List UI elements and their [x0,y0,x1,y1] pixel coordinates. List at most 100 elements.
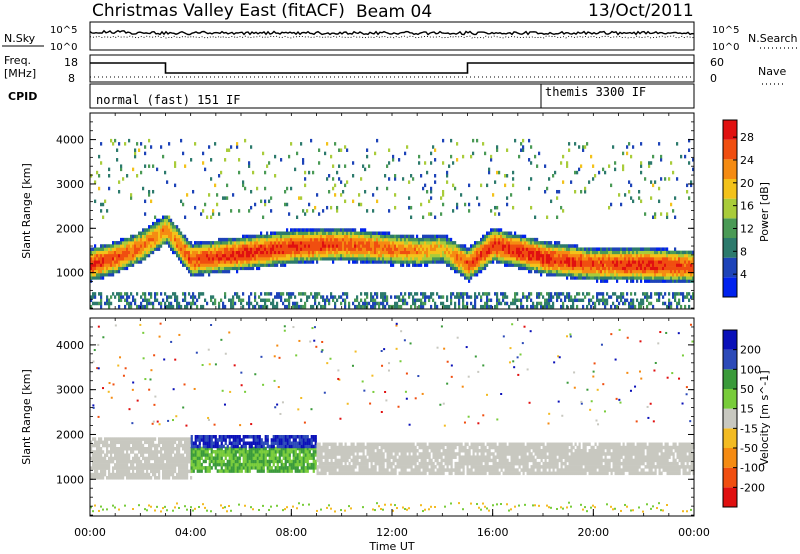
power-cell [254,295,257,299]
power-cell [478,247,481,251]
power-cell [550,247,553,251]
velocity-cell [114,463,117,467]
velocity-cell [126,443,129,448]
power-cell [632,269,635,274]
power-cell [684,269,687,274]
power-cell [580,298,583,303]
velocity-cell [124,456,127,461]
power-cell [362,234,365,239]
velocity-cell [100,472,103,477]
power-cell [614,253,617,258]
power-cell [622,272,625,277]
power-cell [654,253,657,258]
power-cell [558,272,561,277]
power-cell [648,253,651,258]
power-cell [144,247,147,251]
power-cell [506,263,509,267]
power-cell [130,234,133,239]
velocity-cell [114,456,117,461]
power-cell [212,301,215,306]
power-cell [532,263,535,267]
power-cell [178,231,181,235]
velocity-cell [178,437,181,441]
power-cell [276,234,279,239]
power-cell [490,257,493,261]
power-cell [142,234,145,239]
power-cell [98,186,101,191]
power-cell [550,292,553,296]
power-cell [304,304,307,309]
power-cell [304,250,307,255]
power-cell [304,241,307,245]
power-cell [556,196,559,200]
power-cell [94,257,97,261]
velocity-cell [106,450,109,454]
power-cell [368,234,371,239]
power-cell [230,298,233,303]
power-cell [368,250,371,255]
power-cell [482,250,485,255]
power-cell [460,292,463,296]
power-cell [428,241,431,245]
velocity-cell [172,466,175,470]
power-cell [250,266,253,271]
velocity-cell [146,476,149,480]
power-cell [360,231,363,235]
power-cell [100,257,103,261]
power-cell [234,237,237,242]
power-cell [264,292,267,296]
power-cell [600,250,603,255]
power-cell [388,257,391,261]
velocity-cell [102,443,105,448]
power-cell [238,263,241,267]
power-cell [162,231,165,235]
power-cell [314,231,317,235]
power-cell [414,247,417,251]
power-cell [192,269,195,274]
velocity-cell [170,466,173,470]
power-cell [584,266,587,271]
power-cell [402,263,405,267]
power-cell [690,276,693,280]
power-cell [460,244,463,248]
power-cell [384,241,387,245]
power-cell [424,260,427,264]
power-cell [92,269,95,274]
power-cell [354,250,357,255]
power-cell [562,244,565,248]
power-cell [250,237,253,242]
power-cell [348,250,351,255]
velocity-cell [132,437,135,441]
power-cell [502,234,505,239]
power-cell [640,263,643,267]
power-cell [680,276,683,280]
power-cell [562,253,565,258]
power-cell [310,250,313,255]
power-cell [534,266,537,271]
power-cell [634,260,637,264]
velocity-cell [188,450,191,454]
power-cell [568,295,571,299]
power-cell [204,266,207,271]
power-cell [430,304,433,309]
power-cell [686,292,689,296]
power-cell [688,148,691,152]
power-cell [454,250,457,255]
power-cell [552,266,555,271]
power-cell [596,269,599,274]
power-cell [418,244,421,248]
power-cell [186,260,189,264]
power-cell [252,237,255,242]
power-cell [234,260,237,264]
velocity-cell [96,453,99,457]
power-cell [438,234,441,239]
power-cell [90,304,93,309]
power-cell [148,189,151,194]
power-cell [468,257,471,261]
power-cell [260,257,263,261]
power-cell [510,244,513,248]
power-cell [644,295,647,299]
power-cell [184,215,187,220]
power-cell [444,244,447,248]
power-cell [252,257,255,261]
